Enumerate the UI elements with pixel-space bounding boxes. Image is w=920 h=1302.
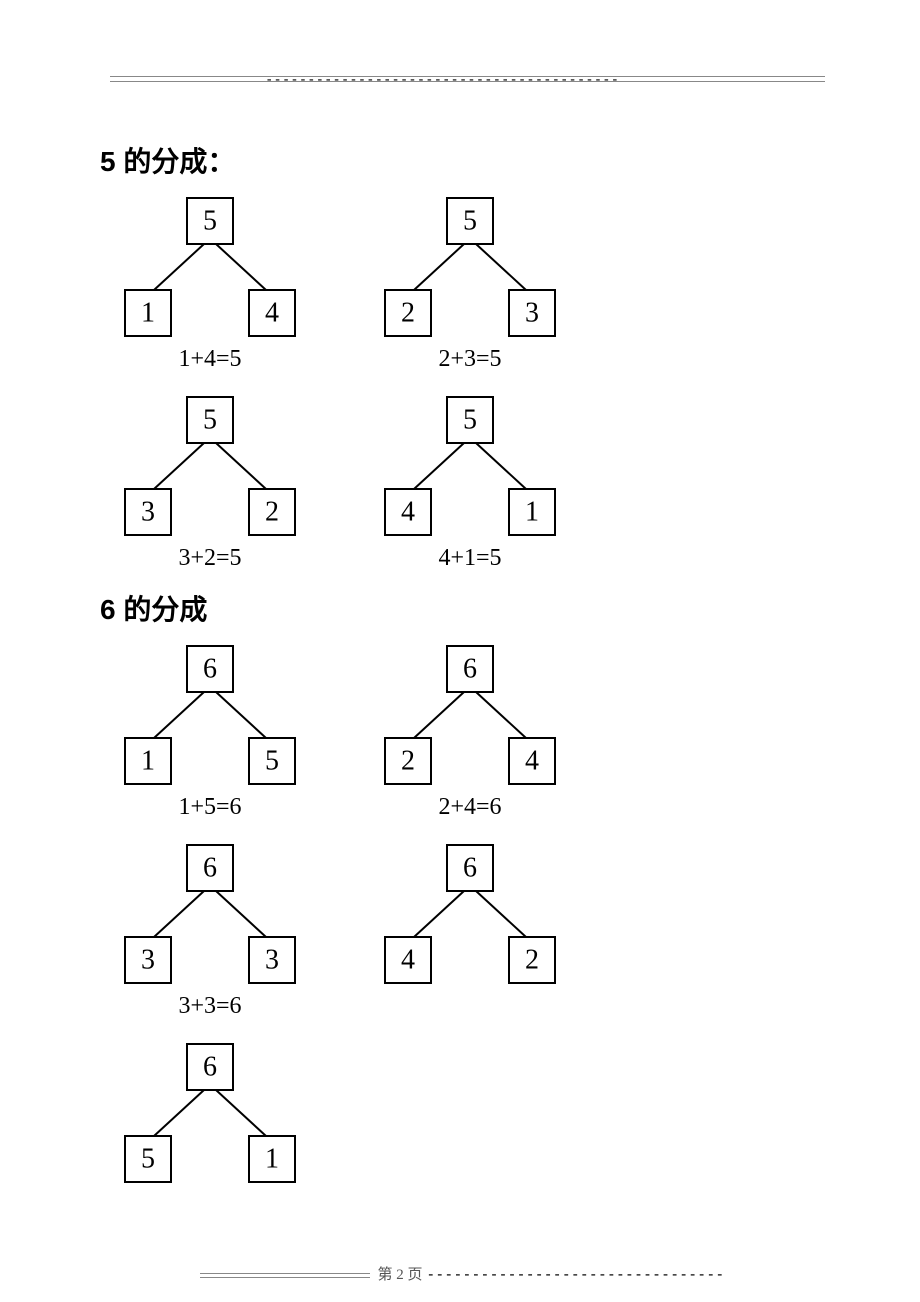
branch-right [216,244,266,290]
footer-rule-left [200,1273,370,1278]
tree-grid: 6 1 5 1+5=6 6 2 4 2+4=6 6 3 [100,638,820,1206]
branch-right [476,692,526,738]
left-value: 2 [401,298,415,329]
left-value: 4 [401,497,415,528]
branch-right [476,443,526,489]
page: ----------------------------------------… [0,0,920,1302]
branch-right [476,244,526,290]
branch-left [154,891,204,937]
branch-right [216,443,266,489]
top-value: 5 [203,206,217,237]
footer-dashes: --------------------------------- [426,1265,724,1283]
branch-left [414,891,464,937]
branch-left [414,244,464,290]
top-value: 5 [203,405,217,436]
top-value: 6 [203,654,217,685]
tree-block: 5 3 2 3+2=5 [100,389,320,578]
right-value: 1 [265,1144,279,1175]
right-value: 3 [525,298,539,329]
top-value: 6 [203,853,217,884]
equation: 1+4=5 [178,346,241,373]
branch-left [154,692,204,738]
section-title: 6 的分成 [100,588,820,628]
tree-block: 5 4 1 4+1=5 [360,389,580,578]
right-value: 2 [265,497,279,528]
right-value: 2 [525,945,539,976]
left-value: 3 [141,945,155,976]
equation: 2+4=6 [438,794,501,821]
decomposition-tree: 6 2 4 [370,638,570,798]
right-value: 3 [265,945,279,976]
equation: 3+2=5 [178,545,241,572]
decomposition-tree: 5 4 1 [370,389,570,549]
equation: 1+5=6 [178,794,241,821]
tree-block: 5 2 3 2+3=5 [360,190,580,379]
tree-block: 6 5 1 [100,1036,320,1196]
branch-left [414,692,464,738]
top-value: 5 [463,206,477,237]
left-value: 1 [141,746,155,777]
equation: 3+3=6 [178,993,241,1020]
left-value: 1 [141,298,155,329]
top-dashes: ----------------------------------------… [265,72,619,88]
decomposition-tree: 5 3 2 [110,389,310,549]
top-value: 6 [463,853,477,884]
section-title: 5 的分成： [100,140,820,180]
branch-left [154,1090,204,1136]
right-value: 4 [265,298,279,329]
left-value: 4 [401,945,415,976]
left-value: 2 [401,746,415,777]
branch-left [154,443,204,489]
content: 5 的分成： 5 1 4 1+4=5 5 2 3 2+3=5 [100,140,820,1206]
equation: 2+3=5 [438,346,501,373]
tree-block: 6 3 3 3+3=6 [100,837,320,1026]
right-value: 5 [265,746,279,777]
page-number: 第 2 页 [377,1267,422,1283]
decomposition-tree: 6 1 5 [110,638,310,798]
tree-block: 5 1 4 1+4=5 [100,190,320,379]
right-value: 4 [525,746,539,777]
left-value: 3 [141,497,155,528]
left-value: 5 [141,1144,155,1175]
top-value: 5 [463,405,477,436]
top-value: 6 [463,654,477,685]
footer: 第 2 页 --------------------------------- [0,1263,920,1284]
right-value: 1 [525,497,539,528]
tree-block: 6 4 2 [360,837,580,1026]
top-value: 6 [203,1052,217,1083]
branch-right [216,692,266,738]
branch-left [414,443,464,489]
decomposition-tree: 6 5 1 [110,1036,310,1196]
branch-right [216,891,266,937]
branch-right [476,891,526,937]
decomposition-tree: 5 1 4 [110,190,310,350]
decomposition-tree: 5 2 3 [370,190,570,350]
tree-block: 6 2 4 2+4=6 [360,638,580,827]
branch-left [154,244,204,290]
tree-grid: 5 1 4 1+4=5 5 2 3 2+3=5 5 3 [100,190,820,588]
tree-block: 6 1 5 1+5=6 [100,638,320,827]
decomposition-tree: 6 4 2 [370,837,570,997]
branch-right [216,1090,266,1136]
equation: 4+1=5 [438,545,501,572]
decomposition-tree: 6 3 3 [110,837,310,997]
